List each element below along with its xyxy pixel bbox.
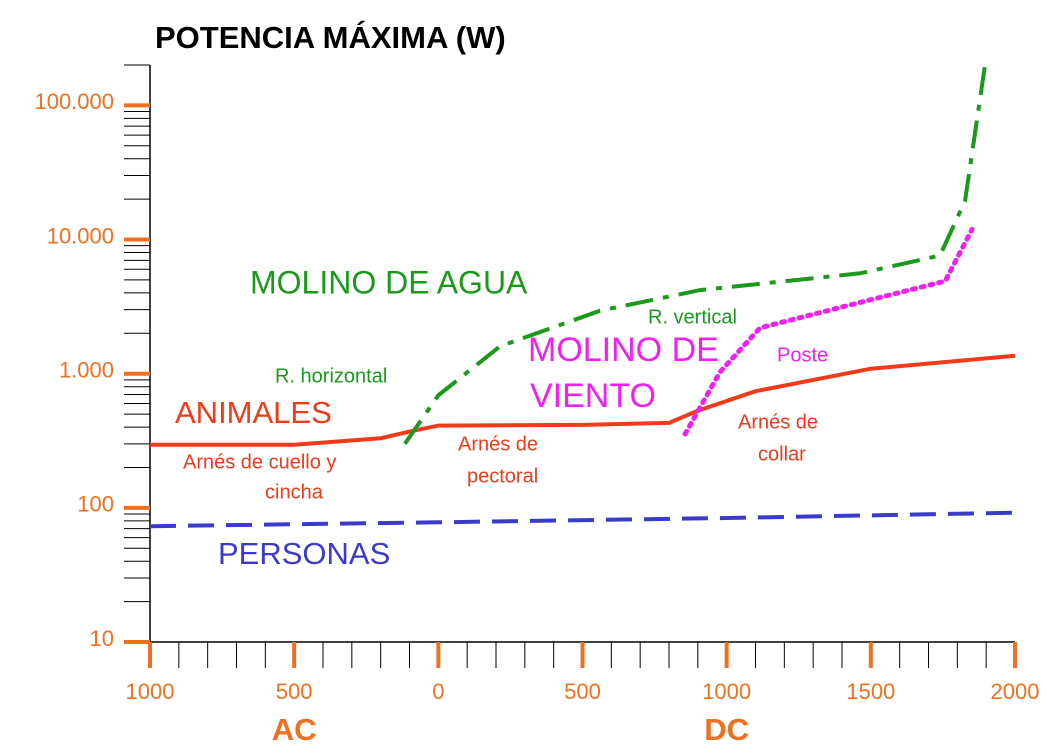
annotation: Arnés de [458,433,538,455]
y-tick-label: 10 [90,626,114,651]
annotation: collar [758,443,806,465]
annotation: cincha [265,481,324,503]
annotation: MOLINO DE AGUA [250,264,528,300]
x-tick-label: 1000 [702,679,751,704]
series-line [150,353,1016,447]
annotation: Arnés de cuello y [183,451,336,473]
series-line [682,226,975,437]
annotation: R. vertical [648,306,737,328]
x-tick-label: 500 [564,679,601,704]
y-tick-label: 1.000 [59,358,114,383]
y-tick-label: 100.000 [34,89,114,114]
annotation: Poste [777,344,828,366]
x-tick-label: 1500 [846,679,895,704]
era-label: AC [272,712,317,747]
x-tick-label: 2000 [991,679,1040,704]
x-tick-label: 1000 [126,679,175,704]
x-tick-label: 0 [432,679,444,704]
era-label: DC [704,712,749,747]
y-tick-label: 10.000 [47,223,114,248]
annotation: pectoral [467,465,538,487]
annotation: R. horizontal [275,365,387,387]
annotation: MOLINO DE [528,331,719,369]
y-tick-label: 100 [77,492,114,517]
annotation: VIENTO [530,377,656,415]
annotation: Arnés de [738,411,818,433]
series-line [403,64,987,445]
chart-title: POTENCIA MÁXIMA (W) [155,20,506,55]
x-tick-label: 500 [276,679,313,704]
series-line [149,510,1016,529]
annotation: PERSONAS [218,536,390,571]
annotation: ANIMALES [175,395,332,430]
